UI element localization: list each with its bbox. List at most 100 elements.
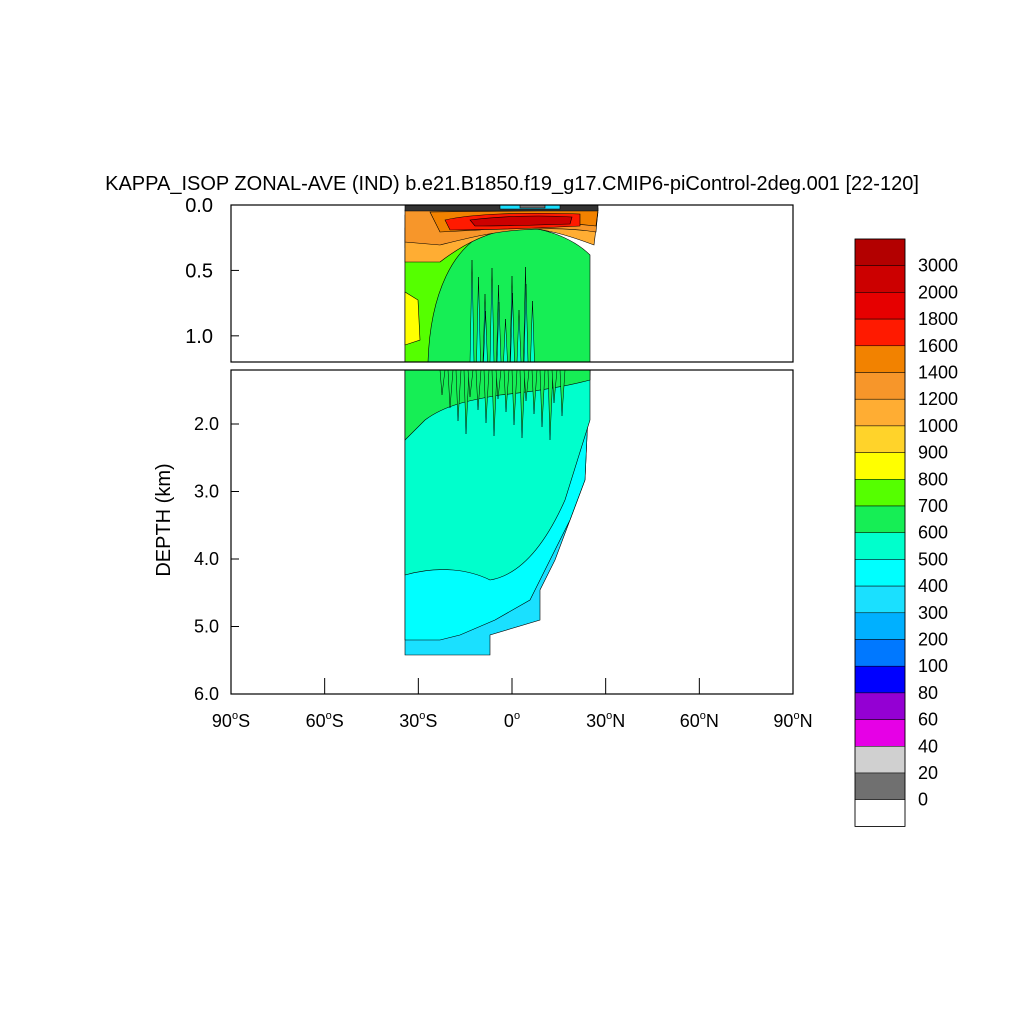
colorbar-label: 3000 bbox=[918, 256, 958, 276]
y-tick-label: 1.0 bbox=[185, 326, 213, 348]
upper-streak bbox=[476, 276, 481, 362]
x-tick-label: 0o bbox=[504, 710, 520, 731]
deep-streak bbox=[495, 370, 502, 400]
deep-streak bbox=[475, 370, 482, 411]
colorbar-label: 1400 bbox=[918, 363, 958, 383]
x-tick-label: 90oN bbox=[773, 710, 812, 731]
deep-streak bbox=[483, 370, 490, 424]
upper-streak bbox=[503, 318, 508, 362]
colorbar-box bbox=[854, 372, 906, 400]
colorbar-label: 900 bbox=[918, 443, 948, 463]
colorbar-box bbox=[854, 559, 906, 587]
colorbar-box bbox=[854, 398, 906, 427]
colorbar-box bbox=[854, 665, 906, 694]
upper-streak bbox=[523, 283, 529, 362]
x-tick-label: 60oN bbox=[680, 710, 719, 731]
upper-streak bbox=[483, 310, 488, 362]
deep-streak bbox=[523, 370, 530, 402]
colorbar-box bbox=[854, 746, 906, 774]
y-tick-label: 0.0 bbox=[185, 195, 213, 217]
upper-streak bbox=[489, 267, 495, 362]
y-tick-label: 5.0 bbox=[194, 617, 219, 637]
field-yellow-w bbox=[404, 291, 421, 346]
deep-streak bbox=[503, 370, 510, 413]
colorbar-box bbox=[854, 345, 906, 373]
x-tick-label: 60oS bbox=[306, 710, 344, 731]
chart-title: KAPPA_ISOP ZONAL-AVE (IND) b.e21.B1850.f… bbox=[105, 173, 919, 195]
y-axis: 0.0 0.5 1.0 2.0 3.0 4.0 5.0 6.0 bbox=[185, 195, 239, 704]
colorbar-box bbox=[854, 772, 906, 800]
deep-streak bbox=[551, 370, 558, 404]
x-tick-label: 30oS bbox=[399, 710, 437, 731]
upper-streak bbox=[516, 309, 522, 362]
colorbar-box bbox=[854, 425, 906, 453]
y-tick-label: 6.0 bbox=[194, 684, 219, 704]
x-axis: 90oS 60oS 30oS 0o 30oN 60oN 90oN bbox=[212, 678, 813, 731]
deep-streak bbox=[491, 370, 498, 437]
y-axis-label: DEPTH (km) bbox=[153, 463, 175, 576]
deep-streak bbox=[439, 370, 446, 396]
colorbar-box bbox=[854, 719, 906, 747]
colorbar-label: 600 bbox=[918, 523, 948, 543]
deep-streak bbox=[539, 370, 546, 428]
upper-streak bbox=[510, 292, 515, 362]
colorbar-label: 200 bbox=[918, 630, 948, 650]
x-tick-label: 30oN bbox=[586, 710, 625, 731]
colorbar-box bbox=[854, 238, 906, 266]
upper-streak bbox=[496, 301, 502, 362]
colorbar-label: 800 bbox=[918, 469, 948, 489]
colorbar-label: 0 bbox=[918, 790, 928, 810]
colorbar-frame bbox=[854, 238, 906, 827]
lower-panel-field bbox=[404, 370, 591, 656]
colorbar-label: 700 bbox=[918, 496, 948, 516]
colorbar: 3000200018001600140012001000900800700600… bbox=[854, 238, 958, 827]
y-tick-label: 4.0 bbox=[194, 549, 219, 569]
colorbar-box bbox=[854, 639, 906, 667]
deep-streak bbox=[531, 370, 538, 415]
deep-streak bbox=[447, 370, 454, 409]
upper-streak bbox=[469, 259, 475, 362]
colorbar-label: 1000 bbox=[918, 416, 958, 436]
colorbar-box bbox=[854, 505, 906, 533]
colorbar-box bbox=[854, 532, 906, 560]
colorbar-box bbox=[854, 318, 906, 347]
colorbar-box bbox=[854, 292, 906, 320]
colorbar-box bbox=[854, 265, 906, 293]
colorbar-label: 1800 bbox=[918, 309, 958, 329]
colorbar-label: 300 bbox=[918, 603, 948, 623]
colorbar-box bbox=[854, 692, 906, 720]
upper-panel-field bbox=[404, 205, 599, 362]
deep-streak bbox=[559, 370, 566, 417]
colorbar-label: 20 bbox=[918, 763, 938, 783]
colorbar-label: 40 bbox=[918, 736, 938, 756]
y-tick-label: 0.5 bbox=[185, 260, 213, 282]
field-surface-grey bbox=[519, 205, 546, 209]
upper-streak bbox=[530, 300, 535, 362]
deep-streak bbox=[511, 370, 518, 426]
deep-streak bbox=[463, 370, 470, 435]
colorbar-label: 1200 bbox=[918, 389, 958, 409]
colorbar-box bbox=[854, 585, 906, 614]
colorbar-label: 60 bbox=[918, 710, 938, 730]
deep-streak bbox=[519, 370, 526, 439]
upper-panel-frame bbox=[230, 204, 794, 363]
deep-streak bbox=[455, 370, 462, 422]
colorbar-box bbox=[854, 452, 906, 480]
field-dred bbox=[469, 215, 573, 227]
colorbar-label: 2000 bbox=[918, 282, 958, 302]
colorbar-box bbox=[854, 612, 906, 640]
colorbar-label: 80 bbox=[918, 683, 938, 703]
colorbar-label: 1600 bbox=[918, 336, 958, 356]
y-tick-label: 3.0 bbox=[194, 482, 219, 502]
deep-streak bbox=[547, 370, 554, 441]
colorbar-box bbox=[854, 479, 906, 507]
x-tick-label: 90oS bbox=[212, 710, 250, 731]
colorbar-label: 100 bbox=[918, 656, 948, 676]
deep-streak bbox=[467, 370, 474, 398]
colorbar-label: 500 bbox=[918, 549, 948, 569]
y-tick-label: 2.0 bbox=[194, 414, 219, 434]
colorbar-label: 400 bbox=[918, 576, 948, 596]
deep-aqua bbox=[404, 370, 591, 581]
colorbar-box bbox=[854, 799, 906, 827]
